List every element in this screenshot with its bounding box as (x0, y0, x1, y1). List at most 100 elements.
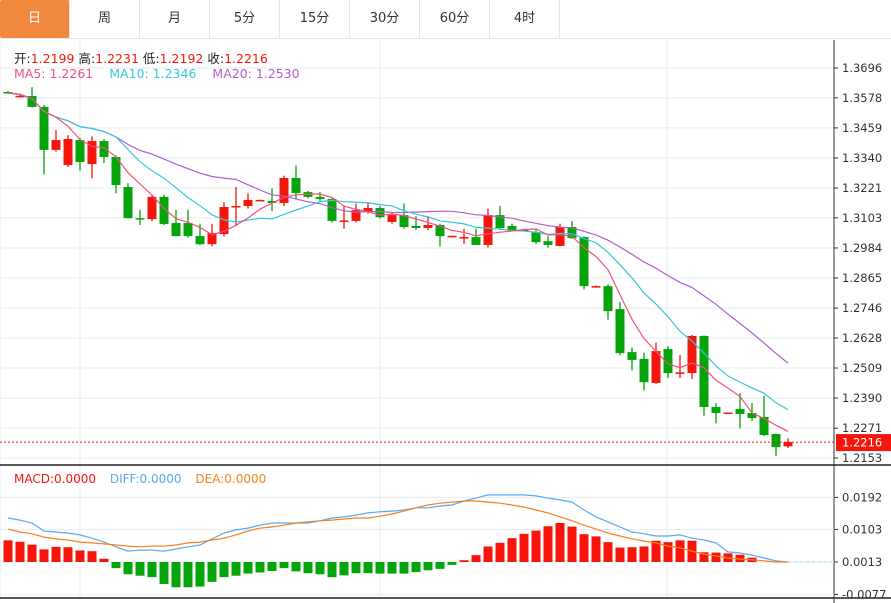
candle (183, 209, 193, 238)
candle-body (15, 95, 25, 98)
current-price-label: 1.2216 (842, 436, 882, 450)
candle (87, 136, 97, 179)
macd-bar (219, 562, 229, 578)
candle-body (759, 417, 769, 435)
candle-body (663, 349, 673, 374)
diff-label: DIFF: (109, 472, 140, 486)
candle (591, 285, 601, 288)
candle-body (3, 92, 13, 94)
ma10-value: 1.2346 (152, 66, 197, 81)
candle-body (543, 241, 553, 245)
macd-bar (615, 547, 625, 562)
candle-body (51, 140, 61, 150)
tab-month[interactable]: 月 (140, 0, 210, 38)
candle-body (615, 309, 625, 354)
candle (135, 209, 145, 225)
price-tick-label: 1.3459 (842, 121, 882, 135)
candle (639, 352, 649, 391)
candle-body (507, 225, 517, 231)
close-label: 收: (207, 51, 225, 66)
tab-60min[interactable]: 60分 (420, 0, 490, 38)
candle (123, 183, 133, 219)
macd-bar (435, 562, 445, 569)
tab-4hour[interactable]: 4时 (490, 0, 560, 38)
candle (159, 194, 169, 225)
open-value: 1.2199 (30, 51, 75, 66)
dea-line (7, 500, 788, 563)
macd-bar (483, 546, 493, 562)
candle-body (75, 140, 85, 163)
current-price-badge (836, 434, 891, 452)
candle (699, 335, 709, 416)
candle-body (171, 222, 181, 237)
ma5-line (7, 92, 789, 432)
candle (687, 334, 697, 380)
candle-body (699, 335, 709, 407)
candle-body (723, 412, 733, 415)
macd-bar (231, 562, 241, 576)
candle-body (483, 215, 493, 245)
macd-bar (579, 534, 589, 562)
candle (759, 395, 769, 437)
candle (51, 130, 61, 152)
tab-30min[interactable]: 30分 (350, 0, 420, 38)
candle (339, 206, 349, 229)
tab-5min[interactable]: 5分 (210, 0, 280, 38)
candle-body (27, 96, 37, 107)
macd-bar (651, 540, 661, 562)
macd-bar (15, 541, 25, 562)
candle (39, 104, 49, 175)
macd-bar (543, 526, 553, 562)
macd-bar (315, 562, 325, 575)
macd-bar (27, 544, 37, 562)
macd-bar (87, 551, 97, 562)
candle (663, 346, 673, 378)
candle-body (639, 358, 649, 383)
macd-bar (351, 562, 361, 574)
macd-bar (591, 536, 601, 562)
tab-week[interactable]: 周 (70, 0, 140, 38)
macd-tick-label: -0.0077 (842, 587, 886, 601)
macd-bar (447, 562, 457, 565)
macd-bar (279, 562, 289, 569)
macd-bar (639, 546, 649, 562)
candle (267, 188, 277, 212)
macd-bar (423, 562, 433, 571)
candle-body (747, 413, 757, 419)
candle-body (123, 187, 133, 219)
candle-body (243, 199, 253, 207)
macd-bar (507, 538, 517, 562)
candle (447, 235, 457, 238)
candle (471, 228, 481, 245)
ma-info: MA5: 1.2261 MA10: 1.2346 MA20: 1.2530 (14, 66, 300, 81)
macd-bar (183, 562, 193, 588)
price-tick-label: 1.2509 (842, 361, 882, 375)
candle-body (687, 335, 697, 374)
tab-day[interactable]: 日 (0, 0, 70, 38)
macd-bar (411, 562, 421, 573)
tab-15min[interactable]: 15分 (280, 0, 350, 38)
macd-bar (207, 562, 217, 582)
macd-bar (519, 533, 529, 562)
candle-body (471, 237, 481, 245)
macd-bar (255, 562, 265, 573)
candle (507, 223, 517, 232)
candle-body (375, 208, 385, 218)
macd-bar (711, 552, 721, 562)
macd-bar (387, 562, 397, 574)
candle (771, 433, 781, 457)
low-label: 低: (142, 51, 160, 66)
candle-body (267, 200, 277, 203)
candle-body (783, 442, 793, 447)
candle (15, 94, 25, 98)
macd-info: MACD:0.0000 DIFF:0.0000 DEA:0.0000 (14, 472, 266, 486)
macd-bar (291, 562, 301, 572)
candle (579, 236, 589, 290)
candle (543, 236, 553, 248)
candle (63, 135, 73, 167)
macd-value: 0.0000 (54, 472, 97, 486)
candle-body (411, 225, 421, 228)
candle-body (39, 106, 49, 150)
price-tick-label: 1.2390 (842, 391, 882, 405)
